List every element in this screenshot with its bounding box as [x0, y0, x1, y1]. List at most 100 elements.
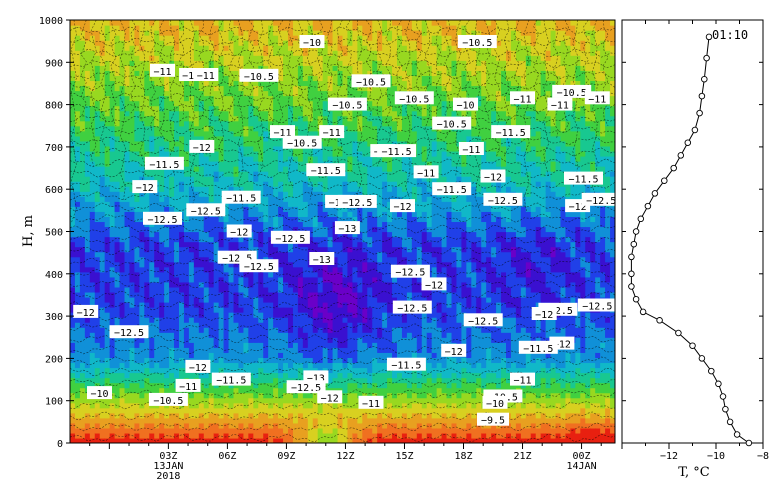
heatmap-cell — [352, 30, 358, 36]
heatmap-cell — [218, 412, 225, 419]
heatmap-cell — [352, 407, 358, 414]
heatmap-cell — [139, 90, 145, 97]
heatmap-cell — [218, 171, 225, 177]
heatmap-cell — [79, 166, 86, 172]
heatmap-cell — [169, 261, 175, 268]
heatmap-cell — [124, 130, 131, 137]
heatmap-cell — [119, 367, 126, 374]
heatmap-cell — [134, 266, 140, 273]
heatmap-cell — [228, 296, 235, 303]
heatmap-cell — [139, 55, 145, 61]
heatmap-cell — [248, 100, 254, 107]
heatmap-cell — [94, 145, 101, 152]
heatmap-cell — [134, 412, 140, 419]
heatmap-cell — [99, 266, 106, 273]
heatmap-cell — [208, 372, 215, 379]
heatmap-cell — [307, 322, 314, 328]
heatmap-cell — [129, 362, 135, 369]
heatmap-cell — [253, 95, 259, 102]
heatmap-cell — [218, 45, 225, 51]
heatmap-cell — [174, 181, 180, 187]
heatmap-cell — [174, 171, 180, 177]
heatmap-cell — [94, 50, 101, 56]
heatmap-cell — [352, 256, 358, 263]
heatmap-cell — [253, 176, 259, 182]
heatmap-cell — [74, 40, 81, 46]
heatmap-cell — [198, 291, 205, 298]
heatmap-cell — [273, 25, 279, 31]
heatmap-cell — [322, 35, 329, 41]
heatmap-cell — [114, 261, 121, 268]
heatmap-cell — [248, 302, 254, 308]
heatmap-cell — [273, 281, 279, 288]
heatmap-cell — [208, 302, 215, 308]
heatmap-cell — [70, 266, 76, 273]
heatmap-cell — [213, 60, 220, 66]
heatmap-cell — [233, 130, 240, 137]
heatmap-cell — [317, 291, 324, 298]
heatmap-cell — [342, 332, 349, 338]
heatmap-cell — [139, 221, 145, 228]
heatmap-cell — [84, 120, 91, 127]
heatmap-cell — [159, 281, 165, 288]
heatmap-cell — [268, 422, 274, 429]
heatmap-cell — [273, 145, 279, 152]
heatmap-cell — [198, 135, 205, 142]
heatmap-cell — [74, 417, 81, 424]
heatmap-cell — [159, 171, 165, 177]
heatmap-cell — [139, 241, 145, 248]
heatmap-cell — [292, 206, 299, 212]
heatmap-cell — [89, 145, 96, 152]
heatmap-cell — [357, 115, 363, 122]
heatmap-cell — [317, 216, 324, 223]
heatmap-cell — [70, 155, 76, 162]
heatmap-cell — [208, 412, 215, 419]
heatmap-cell — [89, 85, 96, 92]
heatmap-cell — [99, 45, 106, 51]
heatmap-cell — [79, 161, 86, 167]
heatmap-cell — [203, 271, 210, 278]
heatmap-cell — [94, 367, 101, 374]
heatmap-cell — [89, 347, 96, 353]
heatmap-cell — [288, 322, 294, 328]
heatmap-cell — [218, 75, 225, 82]
heatmap-cell — [154, 80, 160, 87]
heatmap-cell — [149, 312, 155, 318]
heatmap-cell — [198, 80, 205, 87]
heatmap-cell — [119, 40, 126, 46]
heatmap-cell — [243, 206, 249, 212]
heatmap-cell — [327, 55, 334, 61]
heatmap-cell — [169, 206, 175, 212]
heatmap-cell — [297, 166, 304, 172]
heatmap-cell — [119, 377, 126, 384]
heatmap-cell — [104, 357, 111, 364]
heatmap-cell — [84, 135, 91, 142]
heatmap-cell — [134, 35, 140, 41]
heatmap-cell — [104, 166, 111, 172]
heatmap-cell — [273, 181, 279, 187]
heatmap-cell — [228, 181, 235, 187]
heatmap-cell — [179, 120, 185, 127]
heatmap-cell — [109, 312, 116, 318]
heatmap-cell — [273, 397, 279, 404]
heatmap-cell — [84, 125, 91, 132]
heatmap-cell — [124, 206, 131, 212]
heatmap-cell — [288, 150, 294, 157]
heatmap-cell — [322, 432, 329, 439]
heatmap-cell — [297, 20, 304, 26]
heatmap-cell — [268, 417, 274, 424]
heatmap-cell — [317, 25, 324, 31]
heatmap-cell — [154, 276, 160, 283]
heatmap-cell — [174, 105, 180, 112]
heatmap-cell — [144, 231, 150, 238]
heatmap-cell — [164, 281, 170, 288]
heatmap-cell — [337, 65, 344, 71]
heatmap-cell — [119, 70, 126, 76]
heatmap-cell — [347, 427, 353, 434]
heatmap-cell — [119, 181, 126, 187]
heatmap-cell — [327, 427, 334, 434]
heatmap-cell — [114, 100, 121, 107]
heatmap-cell — [179, 20, 185, 26]
heatmap-cell — [288, 196, 294, 202]
heatmap-cell — [283, 382, 289, 389]
